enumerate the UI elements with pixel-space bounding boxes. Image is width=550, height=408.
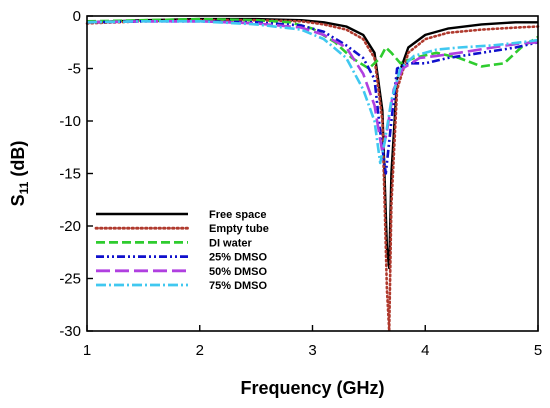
- y-tick-label: 0: [73, 8, 81, 25]
- x-axis-title: Frequency (GHz): [240, 378, 384, 398]
- y-axis-title-subscript: 11: [17, 181, 31, 194]
- series-line-3: [86, 17, 539, 70]
- y-axis-title: S11 (dB): [8, 141, 31, 207]
- series-line-1: [86, 17, 538, 270]
- legend-label-3: DI water: [209, 237, 253, 249]
- y-tick-label: -20: [59, 218, 81, 235]
- series-line-5: [86, 20, 539, 154]
- legend-label-2: Empty tube: [209, 223, 269, 235]
- series-layer: [85, 17, 540, 333]
- x-tick-label: 2: [196, 342, 204, 359]
- x-tick-label: 3: [308, 342, 316, 359]
- x-tick-label: 5: [534, 342, 542, 359]
- legend-label-6: 75% DMSO: [209, 280, 268, 292]
- x-tick-label: 4: [421, 342, 429, 359]
- y-tick-label: -30: [59, 323, 81, 340]
- x-tick-label: 1: [83, 342, 91, 359]
- y-tick-label: -5: [68, 61, 81, 78]
- y-tick-label: -15: [59, 166, 81, 183]
- y-axis-title-unit: (dB): [8, 141, 28, 182]
- y-tick-label: -10: [59, 113, 81, 130]
- ticks-layer: 1 2 3 4 5 0 -5 -10 -15 -20 -25 -30: [59, 8, 542, 359]
- series-line-6: [86, 20, 539, 165]
- legend: Free space Empty tube DI water 25% DMSO 50% …: [94, 209, 269, 292]
- y-axis-title-main: S: [8, 194, 28, 206]
- series-line-4: [86, 20, 539, 175]
- legend-label-1: Free space: [209, 209, 266, 221]
- legend-label-5: 50% DMSO: [209, 266, 268, 278]
- legend-label-4: 25% DMSO: [209, 252, 268, 264]
- y-tick-label: -25: [59, 271, 81, 288]
